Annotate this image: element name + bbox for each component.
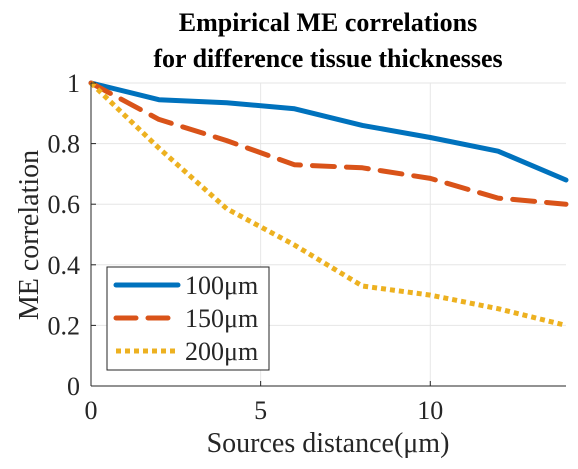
- y-tick-label: 0: [67, 372, 80, 401]
- series-line-2: [88, 80, 569, 207]
- y-tick-label: 0.2: [48, 311, 81, 340]
- legend-label-3: 200μm: [185, 337, 258, 366]
- axes: [90, 82, 566, 387]
- x-tick-label: 5: [254, 396, 267, 425]
- y-axis-label: ME correlation: [14, 150, 45, 320]
- y-tick-label: 0.4: [48, 251, 81, 280]
- series-line-1: [88, 80, 569, 183]
- y-tick-label: 1: [67, 69, 80, 98]
- legend-label-1: 100μm: [185, 271, 258, 300]
- legend: 100μm 150μm 200μm: [106, 266, 270, 371]
- x-tick-label: 10: [417, 396, 443, 425]
- series-line-3: [89, 81, 567, 328]
- chart-title-line-1: Empirical ME correlations: [178, 8, 478, 37]
- x-axis-label: Sources distance(μm): [207, 428, 450, 459]
- chart-title-line-2: for difference tissue thicknesses: [153, 44, 503, 73]
- x-tick-label: 0: [85, 396, 98, 425]
- legend-label-2: 150μm: [185, 304, 258, 333]
- y-tick-label: 0.8: [48, 130, 81, 159]
- series-lines: [88, 80, 569, 328]
- tick-labels: 0 5 10 0 0.2 0.4 0.6 0.8 1: [48, 69, 444, 425]
- y-tick-label: 0.6: [48, 190, 81, 219]
